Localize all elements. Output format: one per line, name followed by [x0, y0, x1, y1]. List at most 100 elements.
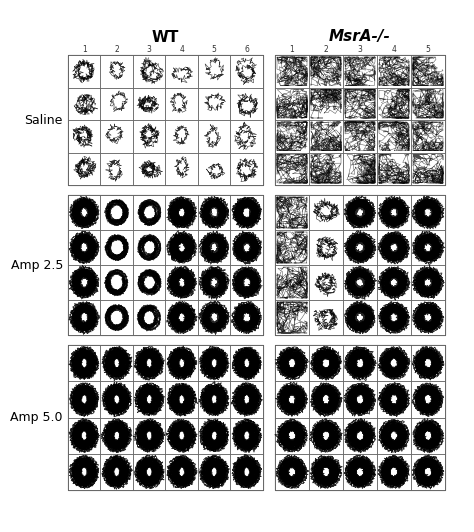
Bar — [275, 120, 309, 153]
Text: 5: 5 — [426, 45, 430, 54]
Bar — [230, 120, 263, 153]
Bar — [100, 345, 133, 381]
Text: MsrA-/-: MsrA-/- — [329, 29, 391, 45]
Bar — [68, 345, 100, 381]
Bar — [230, 381, 263, 418]
Bar — [100, 381, 133, 418]
Bar — [68, 418, 100, 454]
Bar — [275, 345, 309, 381]
Bar — [68, 55, 263, 185]
Bar — [165, 265, 198, 300]
Bar — [377, 195, 411, 230]
Bar — [275, 195, 445, 335]
Bar — [343, 418, 377, 454]
Bar — [377, 55, 411, 87]
Bar — [198, 418, 230, 454]
Bar — [68, 345, 263, 490]
Bar — [275, 345, 445, 490]
Bar — [165, 381, 198, 418]
Bar — [275, 55, 445, 185]
Bar — [275, 195, 309, 230]
Text: Saline: Saline — [25, 113, 63, 127]
Bar — [100, 120, 133, 153]
Bar — [198, 87, 230, 120]
Bar — [165, 300, 198, 335]
Bar — [411, 230, 445, 265]
Bar — [198, 265, 230, 300]
Bar — [68, 230, 100, 265]
Text: 2: 2 — [324, 45, 328, 54]
Bar — [377, 265, 411, 300]
Bar — [100, 87, 133, 120]
Bar — [198, 195, 230, 230]
Bar — [343, 87, 377, 120]
Bar — [133, 345, 165, 381]
Bar — [165, 120, 198, 153]
Bar — [309, 87, 343, 120]
Bar — [343, 195, 377, 230]
Bar — [230, 345, 263, 381]
Bar — [377, 454, 411, 490]
Bar — [230, 87, 263, 120]
Bar — [309, 230, 343, 265]
Bar — [165, 153, 198, 185]
Bar — [309, 195, 343, 230]
Bar — [133, 265, 165, 300]
Bar — [198, 454, 230, 490]
Bar — [100, 153, 133, 185]
Bar — [275, 300, 309, 335]
Bar — [68, 300, 100, 335]
Bar — [133, 454, 165, 490]
Bar — [198, 230, 230, 265]
Bar — [309, 55, 343, 87]
Text: 3: 3 — [147, 45, 152, 54]
Bar — [377, 120, 411, 153]
Bar — [411, 195, 445, 230]
Bar — [309, 454, 343, 490]
Bar — [309, 153, 343, 185]
Bar — [68, 55, 100, 87]
Bar — [343, 381, 377, 418]
Bar — [230, 230, 263, 265]
Bar — [133, 120, 165, 153]
Bar — [133, 87, 165, 120]
Bar — [411, 153, 445, 185]
Bar — [133, 381, 165, 418]
Bar — [68, 120, 100, 153]
Bar — [198, 153, 230, 185]
Bar — [411, 120, 445, 153]
Bar — [377, 381, 411, 418]
Bar — [309, 381, 343, 418]
Bar — [411, 418, 445, 454]
Text: WT: WT — [152, 29, 179, 45]
Bar — [133, 55, 165, 87]
Bar — [198, 345, 230, 381]
Text: 5: 5 — [212, 45, 217, 54]
Bar — [198, 55, 230, 87]
Bar — [68, 265, 100, 300]
Bar — [133, 418, 165, 454]
Bar — [343, 300, 377, 335]
Bar — [343, 153, 377, 185]
Bar — [198, 120, 230, 153]
Bar — [377, 345, 411, 381]
Bar — [68, 153, 100, 185]
Bar — [68, 381, 100, 418]
Text: 4: 4 — [392, 45, 396, 54]
Bar — [230, 153, 263, 185]
Bar — [133, 300, 165, 335]
Text: 2: 2 — [114, 45, 119, 54]
Bar — [100, 418, 133, 454]
Bar — [343, 230, 377, 265]
Bar — [377, 153, 411, 185]
Bar — [68, 195, 100, 230]
Bar — [309, 418, 343, 454]
Bar — [343, 120, 377, 153]
Bar — [165, 345, 198, 381]
Text: Amp 5.0: Amp 5.0 — [10, 411, 63, 424]
Bar — [230, 55, 263, 87]
Text: 1: 1 — [82, 45, 87, 54]
Bar — [411, 87, 445, 120]
Bar — [275, 454, 309, 490]
Bar — [343, 265, 377, 300]
